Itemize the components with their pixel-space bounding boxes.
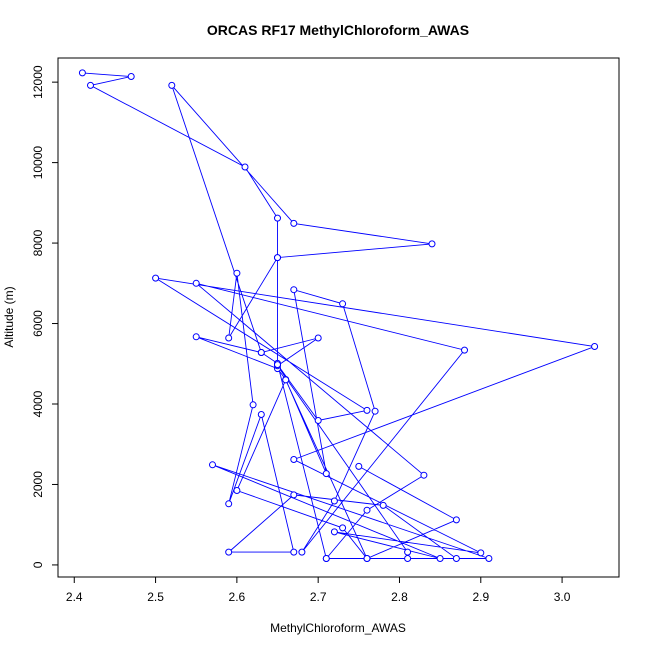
data-point xyxy=(257,349,265,356)
data-point xyxy=(209,461,216,469)
data-point xyxy=(591,343,599,350)
data-point xyxy=(233,487,241,494)
series-line xyxy=(82,72,597,560)
data-point xyxy=(477,549,485,557)
data-point xyxy=(363,406,371,414)
data-point xyxy=(274,254,281,262)
data-point xyxy=(168,81,176,89)
data-point xyxy=(274,361,281,369)
data-point xyxy=(379,501,387,509)
data-point xyxy=(241,163,249,171)
data-point xyxy=(485,555,493,562)
x-tick-label: 2.7 xyxy=(310,590,327,604)
y-tick-label: 12000 xyxy=(31,65,45,99)
data-point xyxy=(225,548,233,556)
data-point xyxy=(428,240,436,248)
data-point xyxy=(355,462,363,470)
y-tick-label: 6000 xyxy=(31,310,45,337)
data-point xyxy=(339,300,347,308)
data-point xyxy=(192,333,200,341)
x-axis-label: MethylChloroform_AWAS xyxy=(270,621,406,635)
y-tick-label: 4000 xyxy=(31,390,45,417)
data-point xyxy=(225,334,233,342)
x-tick-label: 2.9 xyxy=(472,590,489,604)
x-tick-label: 2.8 xyxy=(391,590,408,604)
x-tick-label: 2.4 xyxy=(66,590,83,604)
y-axis: 0 2000 4000 6000 8000 10000 12000 xyxy=(31,65,59,568)
y-tick-label: 2000 xyxy=(31,471,45,498)
chart-title: ORCAS RF17 MethylChloroform_AWAS xyxy=(207,22,469,38)
data-point xyxy=(363,506,371,514)
data-point xyxy=(363,555,371,562)
data-point xyxy=(290,286,298,294)
data-point xyxy=(461,346,468,354)
data-point xyxy=(314,334,322,342)
data-point xyxy=(339,524,347,532)
data-point xyxy=(225,500,233,508)
data-point xyxy=(330,528,338,536)
data-point xyxy=(87,81,94,89)
data-point xyxy=(290,491,298,499)
data-point xyxy=(192,279,200,287)
data-point xyxy=(233,269,241,277)
data-point xyxy=(436,555,444,562)
x-tick-label: 3.0 xyxy=(554,590,571,604)
data-point xyxy=(127,73,135,80)
y-axis-label: Altitude (m) xyxy=(2,286,16,347)
data-point xyxy=(290,219,298,227)
data-point xyxy=(452,516,460,524)
data-point xyxy=(298,548,306,556)
x-tick-label: 2.6 xyxy=(229,590,246,604)
data-point xyxy=(371,407,379,415)
data-point xyxy=(404,548,412,556)
y-tick-label: 8000 xyxy=(31,229,45,256)
data-point xyxy=(322,470,330,478)
y-tick-label: 0 xyxy=(31,561,45,568)
data-point xyxy=(330,497,338,505)
data-point xyxy=(282,376,290,384)
data-point xyxy=(274,214,281,222)
data-point xyxy=(152,274,160,282)
data-point xyxy=(314,417,322,424)
x-axis: 2.4 2.5 2.6 2.7 2.8 2.9 3.0 xyxy=(66,576,571,604)
data-point xyxy=(78,69,86,77)
data-point xyxy=(290,548,298,556)
data-point xyxy=(322,555,330,562)
x-tick-label: 2.5 xyxy=(147,590,164,604)
data-point xyxy=(249,401,257,409)
data-point xyxy=(420,471,428,479)
data-series xyxy=(78,69,599,562)
data-point xyxy=(452,555,460,562)
data-point xyxy=(404,555,412,562)
y-tick-label: 10000 xyxy=(31,146,45,180)
data-point xyxy=(290,456,298,463)
data-point xyxy=(257,411,265,418)
